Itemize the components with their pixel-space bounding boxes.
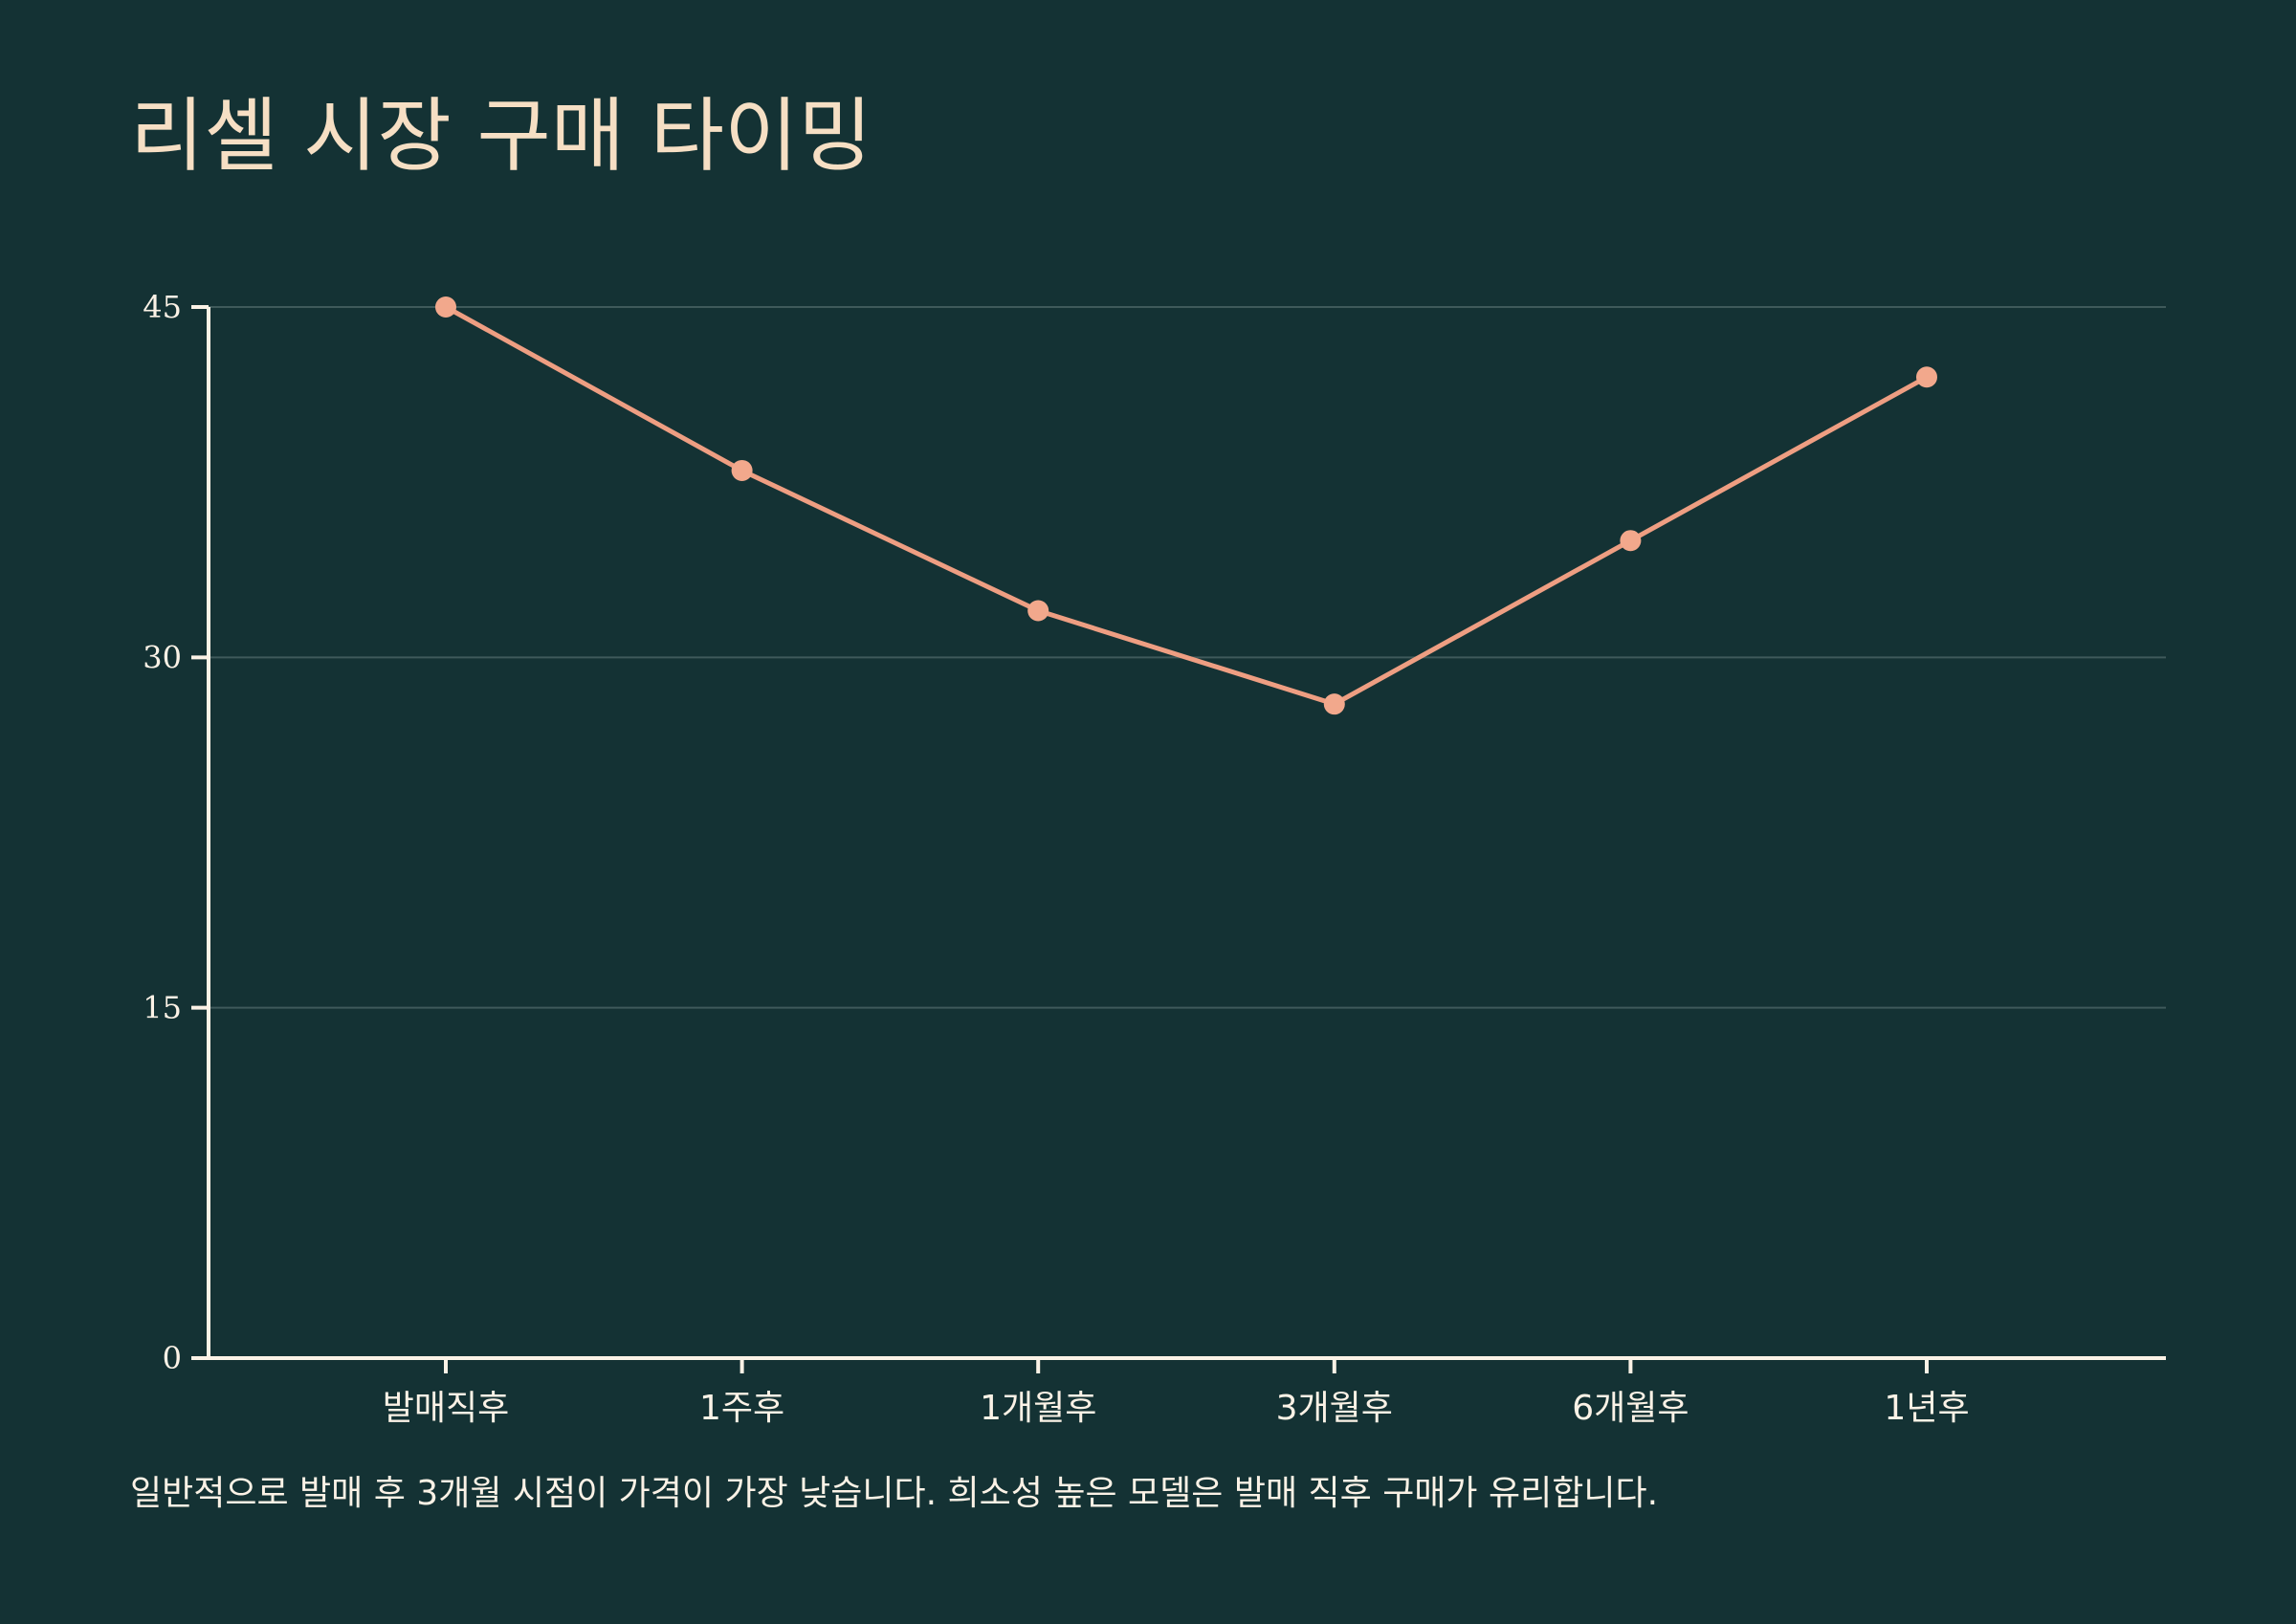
chart-footnote: 일반적으로 발매 후 3개월 시점이 가격이 가장 낮습니다. 희소성 높은 모… <box>130 1474 1659 1513</box>
data-point <box>1916 366 1937 388</box>
chart-title: 리셀 시장 구매 타이밍 <box>130 89 872 183</box>
x-axis-ticks: 발매직후 1주후 1개월후 3개월후 6개월후 1년후 <box>383 1358 1970 1428</box>
y-tick-label: 15 <box>143 990 182 1026</box>
y-tick-label: 45 <box>143 289 182 325</box>
x-tick-label: 1주후 <box>699 1389 784 1428</box>
data-point <box>1323 693 1345 715</box>
series <box>435 296 1937 715</box>
x-tick-label: 발매직후 <box>383 1389 509 1428</box>
y-tick-label: 30 <box>143 639 182 675</box>
axes <box>207 307 2166 1360</box>
x-tick-label: 1개월후 <box>980 1389 1096 1428</box>
x-tick-label: 3개월후 <box>1276 1389 1393 1428</box>
series-line <box>443 304 1930 707</box>
data-point <box>1027 600 1049 622</box>
y-axis-ticks: 0 15 30 45 <box>143 289 209 1376</box>
x-tick-label: 6개월후 <box>1572 1389 1689 1428</box>
data-point <box>731 459 753 481</box>
data-point <box>435 296 456 318</box>
data-point <box>1620 530 1642 552</box>
y-tick-label: 0 <box>163 1340 182 1376</box>
x-tick-label: 1년후 <box>1884 1389 1969 1428</box>
